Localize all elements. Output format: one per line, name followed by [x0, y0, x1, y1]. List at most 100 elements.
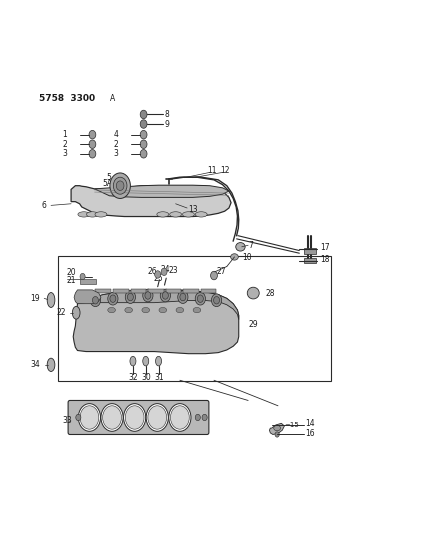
Circle shape [116, 181, 124, 190]
Bar [80, 279, 96, 284]
Ellipse shape [47, 293, 55, 308]
Text: 2: 2 [62, 140, 67, 149]
Bar [303, 258, 315, 263]
Text: 10: 10 [242, 254, 251, 262]
Ellipse shape [159, 308, 166, 313]
Text: 13: 13 [188, 205, 198, 214]
Ellipse shape [247, 287, 259, 299]
Text: 22: 22 [56, 308, 66, 317]
Text: 5758  3300: 5758 3300 [39, 94, 95, 103]
Text: 26: 26 [148, 268, 158, 276]
Ellipse shape [182, 212, 194, 217]
Bar [183, 289, 199, 293]
Text: 21: 21 [67, 276, 76, 285]
Text: 12: 12 [220, 166, 229, 175]
Polygon shape [270, 423, 284, 434]
Text: 25: 25 [153, 273, 163, 282]
Bar [166, 289, 181, 293]
Circle shape [108, 292, 118, 305]
Circle shape [124, 403, 146, 431]
Text: 11: 11 [208, 166, 217, 175]
Circle shape [76, 414, 81, 421]
Circle shape [113, 177, 127, 194]
Circle shape [161, 268, 167, 276]
Ellipse shape [236, 243, 245, 251]
Text: 5A: 5A [102, 179, 113, 188]
Circle shape [211, 294, 222, 306]
Circle shape [180, 293, 186, 301]
Ellipse shape [143, 357, 149, 366]
Bar [148, 289, 163, 293]
Circle shape [202, 414, 207, 421]
Ellipse shape [142, 308, 149, 313]
Text: 34: 34 [30, 360, 40, 369]
Polygon shape [77, 290, 239, 320]
Text: 28: 28 [265, 288, 275, 297]
Circle shape [140, 150, 147, 158]
Circle shape [170, 406, 189, 429]
Polygon shape [95, 185, 229, 197]
Circle shape [89, 131, 96, 139]
Text: 1: 1 [62, 130, 67, 139]
Ellipse shape [231, 254, 238, 260]
Text: 29: 29 [249, 320, 259, 329]
Circle shape [78, 403, 101, 431]
Text: 31: 31 [154, 373, 164, 382]
Ellipse shape [130, 357, 136, 366]
Text: 2: 2 [114, 140, 119, 149]
Text: 30: 30 [142, 373, 151, 382]
Ellipse shape [78, 212, 90, 217]
Text: 23: 23 [169, 266, 178, 274]
Circle shape [178, 290, 188, 303]
Bar [131, 289, 146, 293]
Text: 6: 6 [41, 201, 46, 210]
Circle shape [146, 403, 168, 431]
Circle shape [275, 432, 279, 437]
Ellipse shape [274, 425, 280, 431]
Circle shape [214, 296, 220, 304]
Circle shape [140, 120, 147, 128]
FancyBboxPatch shape [68, 400, 209, 434]
Ellipse shape [195, 212, 207, 217]
Text: 32: 32 [129, 373, 138, 382]
Ellipse shape [155, 357, 161, 366]
Text: 14: 14 [305, 419, 315, 429]
Circle shape [162, 292, 168, 299]
Bar [58, 256, 331, 381]
Text: 20: 20 [67, 269, 77, 277]
Text: A: A [110, 94, 115, 103]
Polygon shape [71, 185, 231, 216]
Circle shape [110, 173, 131, 198]
Bar [201, 289, 216, 293]
Text: 27: 27 [217, 268, 226, 276]
Circle shape [80, 406, 99, 429]
Text: 5: 5 [107, 173, 111, 182]
Circle shape [110, 295, 116, 302]
Circle shape [90, 294, 101, 306]
Circle shape [169, 403, 191, 431]
Polygon shape [73, 290, 239, 354]
Text: 3: 3 [62, 149, 68, 158]
Circle shape [103, 406, 122, 429]
Text: 9: 9 [165, 119, 170, 128]
Circle shape [155, 271, 160, 278]
Ellipse shape [176, 308, 184, 313]
Ellipse shape [108, 308, 116, 313]
Ellipse shape [95, 212, 107, 217]
Text: 19: 19 [30, 294, 40, 303]
Ellipse shape [169, 212, 181, 217]
Text: 8: 8 [165, 110, 169, 119]
Circle shape [89, 140, 96, 149]
Text: 24: 24 [160, 265, 170, 273]
Ellipse shape [125, 308, 133, 313]
Text: 16: 16 [305, 430, 315, 439]
Bar [303, 248, 315, 254]
Circle shape [143, 289, 153, 302]
Polygon shape [74, 290, 101, 304]
Circle shape [101, 403, 123, 431]
Circle shape [89, 150, 96, 158]
Circle shape [140, 110, 147, 119]
Text: 7: 7 [248, 241, 253, 250]
Circle shape [92, 296, 98, 304]
Text: 4: 4 [114, 130, 119, 139]
